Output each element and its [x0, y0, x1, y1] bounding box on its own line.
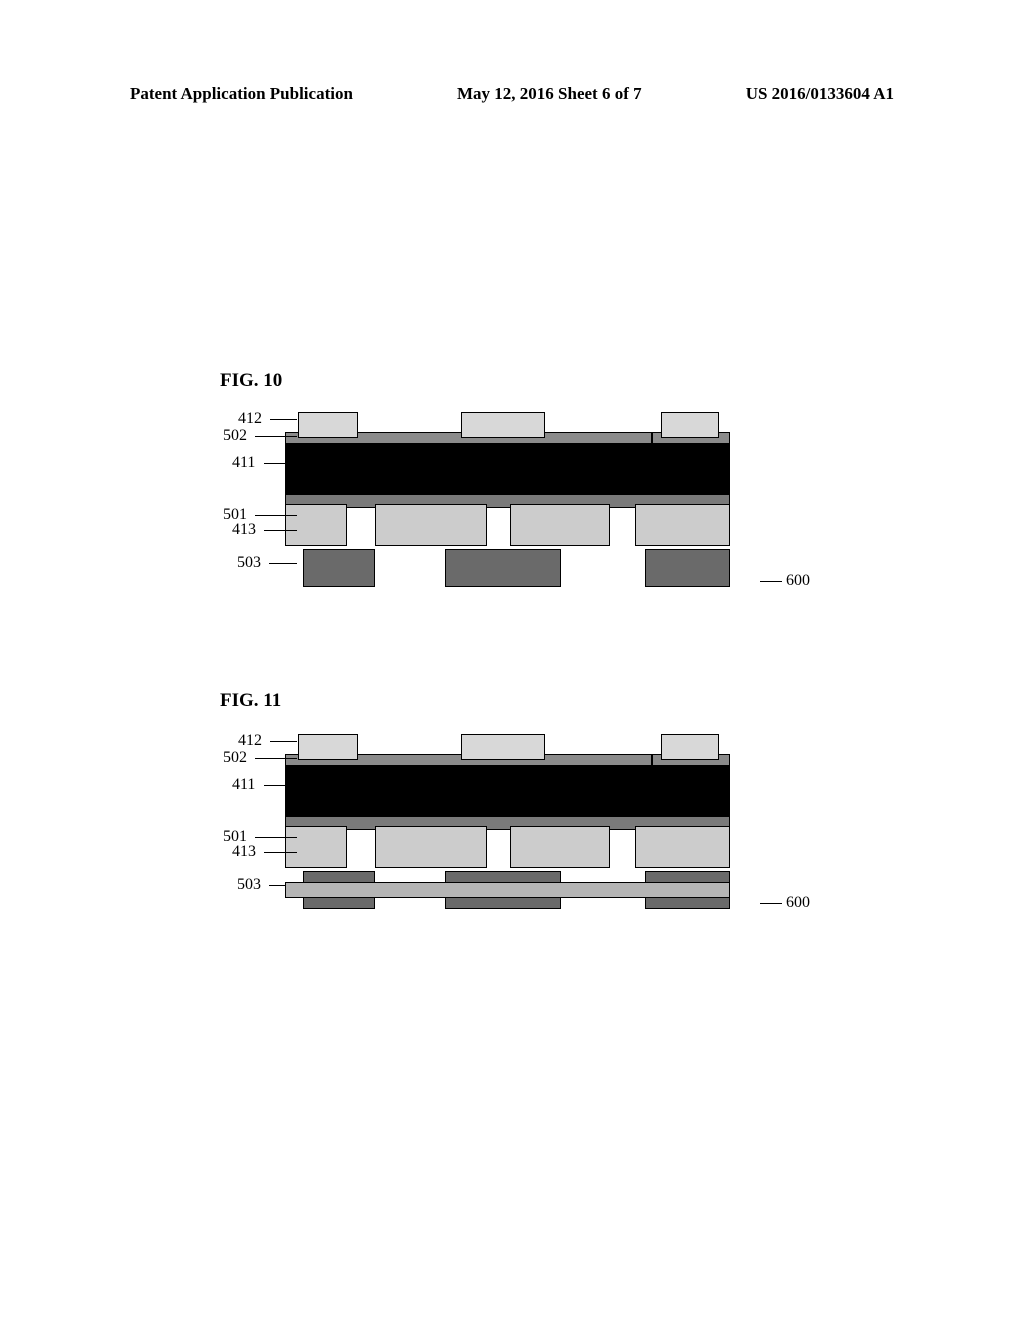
- page-header: Patent Application Publication May 12, 2…: [0, 84, 1024, 104]
- lower-block: [510, 504, 610, 546]
- core-layer: [285, 766, 730, 816]
- callout-label: 412: [238, 732, 262, 750]
- core-layer: [285, 444, 730, 494]
- bottom-block: [645, 549, 730, 587]
- lower-block: [635, 826, 730, 868]
- top-block: [298, 412, 358, 438]
- lead-line: [760, 903, 782, 904]
- lower-block: [510, 826, 610, 868]
- header-center: May 12, 2016 Sheet 6 of 7: [457, 84, 642, 104]
- lead-line: [264, 530, 297, 531]
- top-block: [461, 412, 545, 438]
- bottom-block: [445, 549, 561, 587]
- top-block: [298, 734, 358, 760]
- top-block: [661, 734, 719, 760]
- callout-label: 503: [237, 876, 261, 894]
- callout-label: 600: [786, 894, 810, 912]
- diagram: [285, 734, 765, 920]
- lead-line: [255, 436, 297, 437]
- lead-line: [264, 785, 297, 786]
- callout-label: 503: [237, 554, 261, 572]
- callout-label: 411: [232, 454, 255, 472]
- callout-label: 413: [232, 843, 256, 861]
- lead-line: [269, 563, 297, 564]
- lower-block: [285, 504, 347, 546]
- callout-label: 502: [223, 749, 247, 767]
- lead-line: [760, 581, 782, 582]
- header-left: Patent Application Publication: [130, 84, 353, 104]
- callout-label: 502: [223, 427, 247, 445]
- top-block: [661, 412, 719, 438]
- callout-label: 600: [786, 572, 810, 590]
- lower-block: [285, 826, 347, 868]
- diagram: [285, 412, 765, 598]
- lower-block: [375, 826, 487, 868]
- callout-label: 411: [232, 776, 255, 794]
- lead-line: [255, 515, 297, 516]
- lead-line: [270, 741, 297, 742]
- top-block: [461, 734, 545, 760]
- bottom-block: [303, 549, 375, 587]
- global-bottom-strip: [285, 882, 730, 898]
- callout-label: 413: [232, 521, 256, 539]
- lead-line: [264, 852, 297, 853]
- lead-line: [255, 837, 297, 838]
- lower-block: [635, 504, 730, 546]
- figure-label: FIG. 10: [220, 370, 282, 392]
- lead-line: [270, 419, 297, 420]
- lower-block: [375, 504, 487, 546]
- lead-line: [264, 463, 297, 464]
- lead-line: [255, 758, 297, 759]
- callout-label: 412: [238, 410, 262, 428]
- header-right: US 2016/0133604 A1: [746, 84, 894, 104]
- figure-label: FIG. 11: [220, 690, 281, 712]
